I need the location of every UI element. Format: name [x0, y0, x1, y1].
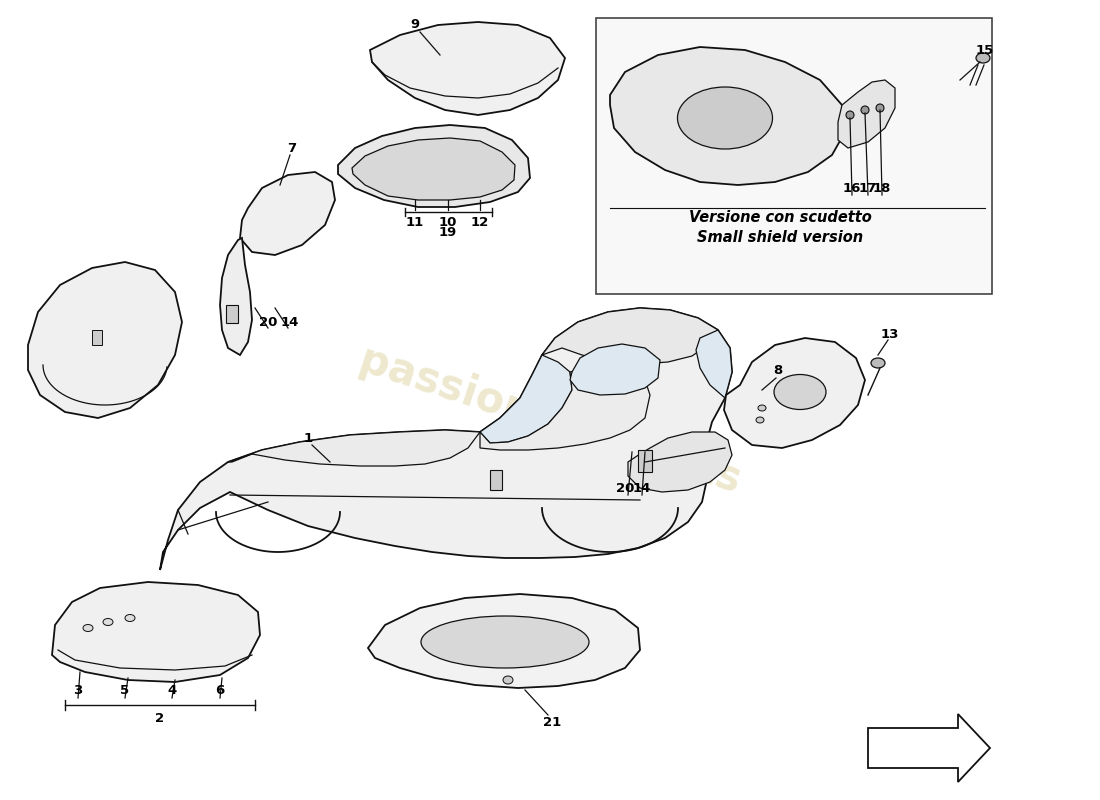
Ellipse shape — [774, 374, 826, 410]
Polygon shape — [696, 330, 732, 398]
Polygon shape — [160, 308, 732, 570]
Polygon shape — [52, 582, 260, 682]
Circle shape — [846, 111, 854, 119]
Ellipse shape — [103, 618, 113, 626]
Text: 4: 4 — [167, 683, 177, 697]
Polygon shape — [868, 714, 990, 782]
Text: 21: 21 — [543, 715, 561, 729]
Polygon shape — [28, 262, 182, 418]
Bar — [638, 450, 652, 472]
Text: 7: 7 — [287, 142, 297, 154]
Text: 10: 10 — [439, 215, 458, 229]
Text: 2: 2 — [155, 711, 165, 725]
Text: 6: 6 — [216, 683, 224, 697]
Text: 9: 9 — [410, 18, 419, 31]
Text: 12: 12 — [471, 215, 490, 229]
Text: 17: 17 — [859, 182, 877, 194]
Text: 1: 1 — [304, 431, 312, 445]
Text: 20: 20 — [616, 482, 635, 494]
Bar — [92, 330, 102, 345]
Circle shape — [861, 106, 869, 114]
Ellipse shape — [421, 616, 588, 668]
Polygon shape — [480, 368, 650, 450]
Text: Small shield version: Small shield version — [697, 230, 864, 246]
Text: 16: 16 — [843, 182, 861, 194]
Polygon shape — [570, 344, 660, 395]
Polygon shape — [228, 430, 480, 466]
Ellipse shape — [976, 53, 990, 63]
Text: Versione con scudetto: Versione con scudetto — [689, 210, 871, 226]
Bar — [490, 470, 502, 490]
Polygon shape — [240, 172, 336, 255]
Text: 20: 20 — [258, 315, 277, 329]
Bar — [226, 305, 238, 323]
Polygon shape — [838, 80, 895, 148]
Polygon shape — [220, 238, 252, 355]
Text: 3: 3 — [74, 683, 82, 697]
Polygon shape — [368, 594, 640, 688]
Ellipse shape — [678, 87, 772, 149]
Polygon shape — [370, 22, 565, 115]
Ellipse shape — [871, 358, 886, 368]
Polygon shape — [542, 308, 718, 364]
Ellipse shape — [758, 405, 766, 411]
Polygon shape — [724, 338, 865, 448]
Polygon shape — [610, 47, 845, 185]
Text: 5: 5 — [120, 683, 130, 697]
Polygon shape — [480, 355, 572, 443]
Ellipse shape — [503, 676, 513, 684]
FancyBboxPatch shape — [596, 18, 992, 294]
Text: passion for parts: passion for parts — [354, 338, 746, 502]
Text: 18: 18 — [872, 182, 891, 194]
Text: 13: 13 — [881, 329, 899, 342]
Text: 14: 14 — [280, 315, 299, 329]
Ellipse shape — [82, 625, 94, 631]
Ellipse shape — [125, 614, 135, 622]
Polygon shape — [628, 432, 732, 492]
Circle shape — [876, 104, 884, 112]
Text: 8: 8 — [773, 363, 782, 377]
Text: 15: 15 — [976, 43, 994, 57]
Polygon shape — [338, 125, 530, 207]
Text: 14: 14 — [632, 482, 651, 494]
Polygon shape — [352, 138, 515, 200]
Text: 19: 19 — [439, 226, 458, 238]
Ellipse shape — [756, 417, 764, 423]
Text: 11: 11 — [406, 215, 425, 229]
